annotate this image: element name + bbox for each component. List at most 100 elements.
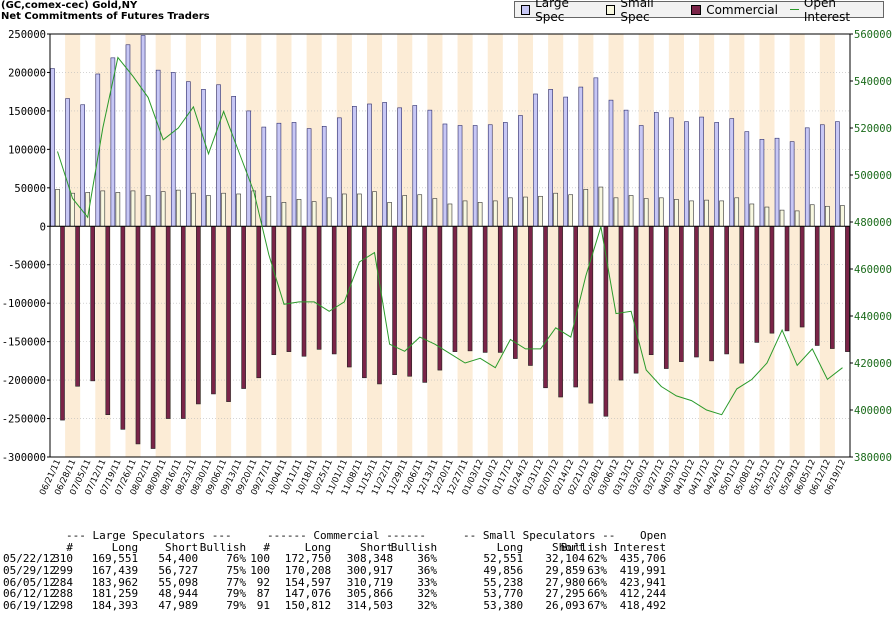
bar-large-spec (155, 69, 161, 227)
bar-small-spec (583, 189, 589, 227)
bar-commercial (814, 225, 820, 346)
column-header: Short (552, 540, 586, 554)
table-cell: 184,393 (91, 599, 139, 613)
bar-small-spec (326, 197, 332, 227)
table-cell: 32% (417, 599, 438, 613)
table-cell: 79% (226, 587, 247, 601)
bar-large-spec (774, 137, 780, 227)
y2-tick-label: 440000 (854, 311, 892, 323)
bar-small-spec (145, 195, 151, 227)
bar-large-spec (261, 126, 267, 227)
bar-large-spec (397, 107, 402, 227)
column-header: Long (111, 540, 139, 554)
table-cell: 79% (226, 599, 247, 613)
y-tick-label: -250000 (2, 414, 46, 426)
table-cell: 418,492 (619, 599, 667, 613)
bar-commercial (528, 225, 533, 366)
bar-commercial (482, 225, 488, 353)
bar-small-spec (719, 200, 724, 227)
bar-commercial (633, 225, 639, 374)
bar-commercial (120, 225, 126, 430)
table-cell: 181,259 (91, 587, 139, 601)
table-cell: 288 (53, 587, 74, 601)
y-tick-label: 150000 (8, 106, 46, 118)
legend-item-open-interest: Open Interest (789, 0, 877, 24)
table-cell: 167,439 (91, 564, 139, 578)
legend-swatch-large-spec (521, 4, 531, 15)
line-open-interest (57, 56, 843, 416)
chart-subtitle: Net Commitments of Futures Traders (1, 11, 210, 22)
column-header: Short (165, 540, 199, 554)
legend-item-commercial: Commercial (691, 3, 778, 17)
bar-small-spec (296, 199, 302, 227)
bar-small-spec (236, 193, 241, 227)
bar-large-spec (578, 86, 584, 227)
bar-small-spec (191, 192, 196, 227)
bar-small-spec (372, 191, 377, 227)
bar-small-spec (674, 199, 679, 227)
bar-commercial (694, 225, 699, 358)
bar-large-spec (472, 125, 478, 227)
bar-small-spec (749, 203, 755, 227)
bar-commercial (558, 225, 563, 398)
bar-commercial (754, 225, 760, 343)
bar-small-spec (704, 199, 709, 227)
table-cell: 92 (256, 575, 271, 589)
y-tick-label: -200000 (2, 375, 46, 387)
table-cell: 423,941 (619, 575, 667, 589)
bar-large-spec (291, 122, 297, 227)
bar-small-spec (689, 200, 694, 227)
bar-small-spec (130, 190, 136, 227)
table-cell: 305,866 (346, 587, 394, 601)
bar-large-spec (457, 125, 463, 227)
table-cell: 56,727 (158, 564, 199, 578)
table-column-header: # Long Short Bullish # Long Short Bullish Long Sh… (3, 541, 666, 554)
table-cell: 154,597 (284, 575, 332, 589)
bar-small-spec (100, 190, 106, 227)
bar-small-spec (462, 200, 468, 227)
bar-large-spec (789, 141, 795, 227)
bar-commercial (618, 225, 624, 381)
bar-large-spec (623, 109, 629, 227)
bar-small-spec (175, 189, 181, 227)
table-cell: 87 (256, 587, 271, 601)
column-header: Interest (613, 540, 667, 554)
group-large-spec: --- Large Speculators --- (66, 529, 232, 542)
bar-commercial (407, 225, 412, 377)
bar-commercial (165, 225, 171, 419)
bar-small-spec (341, 193, 347, 227)
table-cell: 36% (417, 564, 438, 578)
bar-large-spec (65, 98, 70, 227)
table-cell: 169,551 (91, 552, 139, 566)
bar-small-spec (523, 196, 528, 227)
bar-large-spec (759, 139, 765, 227)
table-cell: 150,812 (284, 599, 332, 613)
bar-small-spec (809, 204, 815, 227)
bar-commercial (497, 225, 503, 353)
bar-commercial (105, 225, 111, 415)
bar-small-spec (221, 192, 226, 227)
table-cell: 172,750 (284, 552, 332, 566)
bar-commercial (377, 225, 382, 385)
row-date: 06/19/12 (3, 599, 56, 613)
bar-commercial (422, 225, 428, 383)
column-header: Bullish (390, 540, 438, 554)
bar-large-spec (744, 131, 750, 227)
table-cell: 52,551 (483, 552, 524, 566)
table-cell: 314,503 (346, 599, 394, 613)
bar-commercial (452, 225, 458, 352)
bar-large-spec (80, 104, 85, 227)
bar-small-spec (477, 202, 483, 227)
bar-large-spec (170, 72, 176, 227)
bar-commercial (392, 225, 397, 376)
bar-small-spec (628, 195, 634, 227)
bar-large-spec (306, 128, 312, 227)
y-tick-label: 200000 (8, 67, 46, 79)
bar-small-spec (613, 197, 619, 227)
table-cell: 63% (587, 564, 608, 578)
bar-small-spec (568, 194, 574, 227)
bar-large-spec (563, 96, 569, 227)
legend-label-commercial: Commercial (706, 2, 778, 17)
table-cell: 27,295 (545, 587, 586, 601)
bar-large-spec (699, 116, 704, 227)
